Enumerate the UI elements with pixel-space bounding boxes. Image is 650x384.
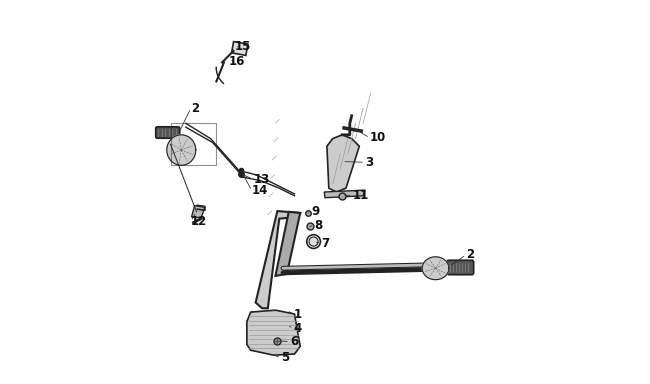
Text: 3: 3 bbox=[365, 156, 373, 169]
Text: 16: 16 bbox=[229, 55, 245, 68]
Text: 6: 6 bbox=[290, 335, 298, 348]
Polygon shape bbox=[255, 211, 300, 308]
Circle shape bbox=[307, 235, 320, 248]
Circle shape bbox=[309, 237, 318, 246]
Text: 7: 7 bbox=[321, 237, 330, 250]
Text: 10: 10 bbox=[370, 131, 386, 144]
Text: 4: 4 bbox=[294, 321, 302, 334]
Polygon shape bbox=[324, 190, 365, 198]
Polygon shape bbox=[247, 310, 300, 355]
FancyBboxPatch shape bbox=[447, 260, 474, 275]
Text: 5: 5 bbox=[281, 351, 289, 364]
Text: 11: 11 bbox=[352, 189, 369, 202]
Polygon shape bbox=[276, 212, 300, 276]
Text: 9: 9 bbox=[311, 205, 319, 218]
Text: 14: 14 bbox=[252, 184, 268, 197]
Text: 2: 2 bbox=[191, 102, 199, 115]
Text: 8: 8 bbox=[315, 218, 322, 232]
Text: 15: 15 bbox=[234, 40, 251, 53]
Polygon shape bbox=[192, 206, 205, 218]
Text: 12: 12 bbox=[191, 215, 207, 228]
Bar bbox=[231, 41, 248, 55]
Text: 1: 1 bbox=[294, 308, 302, 321]
Polygon shape bbox=[327, 135, 359, 192]
Text: 2: 2 bbox=[466, 248, 474, 262]
Text: 13: 13 bbox=[254, 173, 270, 186]
FancyBboxPatch shape bbox=[156, 127, 180, 138]
Polygon shape bbox=[422, 257, 449, 280]
Polygon shape bbox=[167, 135, 196, 165]
